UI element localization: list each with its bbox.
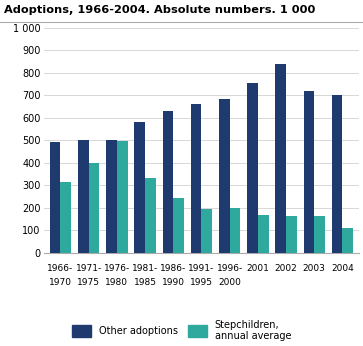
Bar	[163, 111, 173, 253]
Bar	[106, 140, 117, 253]
Bar	[201, 209, 212, 253]
Bar	[78, 140, 89, 253]
Bar	[276, 64, 286, 253]
Bar	[332, 95, 342, 253]
Text: 1971-: 1971-	[76, 264, 102, 273]
Bar	[342, 228, 353, 253]
Text: 1995: 1995	[190, 277, 213, 286]
Text: 1976-: 1976-	[104, 264, 130, 273]
Text: 1990: 1990	[162, 277, 185, 286]
Text: 1981-: 1981-	[132, 264, 158, 273]
Bar	[173, 198, 184, 253]
Text: 2001: 2001	[246, 264, 269, 273]
Text: 1985: 1985	[134, 277, 156, 286]
Bar	[89, 163, 99, 253]
Text: 1975: 1975	[77, 277, 100, 286]
Bar	[145, 179, 156, 253]
Text: 1996-: 1996-	[217, 264, 243, 273]
Bar	[50, 143, 61, 253]
Bar	[219, 99, 230, 253]
Text: 1986-: 1986-	[160, 264, 186, 273]
Legend: Other adoptions, Stepchildren,
annual average: Other adoptions, Stepchildren, annual av…	[72, 320, 291, 341]
Text: 2000: 2000	[218, 277, 241, 286]
Text: 1966-: 1966-	[47, 264, 74, 273]
Text: 2002: 2002	[275, 264, 297, 273]
Text: 1970: 1970	[49, 277, 72, 286]
Bar	[230, 208, 240, 253]
Bar	[314, 216, 325, 253]
Text: 1980: 1980	[105, 277, 129, 286]
Bar	[117, 141, 127, 253]
Bar	[303, 91, 314, 253]
Bar	[247, 83, 258, 253]
Text: 1991-: 1991-	[188, 264, 215, 273]
Text: 2003: 2003	[303, 264, 326, 273]
Bar	[286, 216, 297, 253]
Text: Adoptions, 1966-2004. Absolute numbers. 1 000: Adoptions, 1966-2004. Absolute numbers. …	[4, 5, 315, 15]
Bar	[61, 182, 71, 253]
Bar	[134, 122, 145, 253]
Bar	[258, 216, 269, 253]
Bar	[191, 104, 201, 253]
Text: 2004: 2004	[331, 264, 354, 273]
